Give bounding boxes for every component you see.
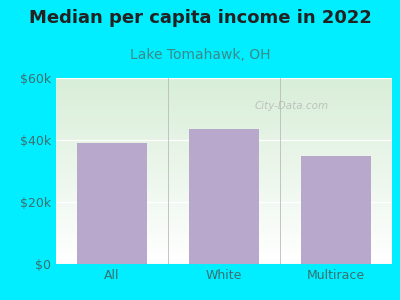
Text: Lake Tomahawk, OH: Lake Tomahawk, OH xyxy=(130,48,270,62)
Bar xyxy=(77,143,147,264)
Text: Median per capita income in 2022: Median per capita income in 2022 xyxy=(28,9,372,27)
Text: City-Data.com: City-Data.com xyxy=(254,101,328,111)
Bar xyxy=(189,129,259,264)
Bar xyxy=(301,155,371,264)
